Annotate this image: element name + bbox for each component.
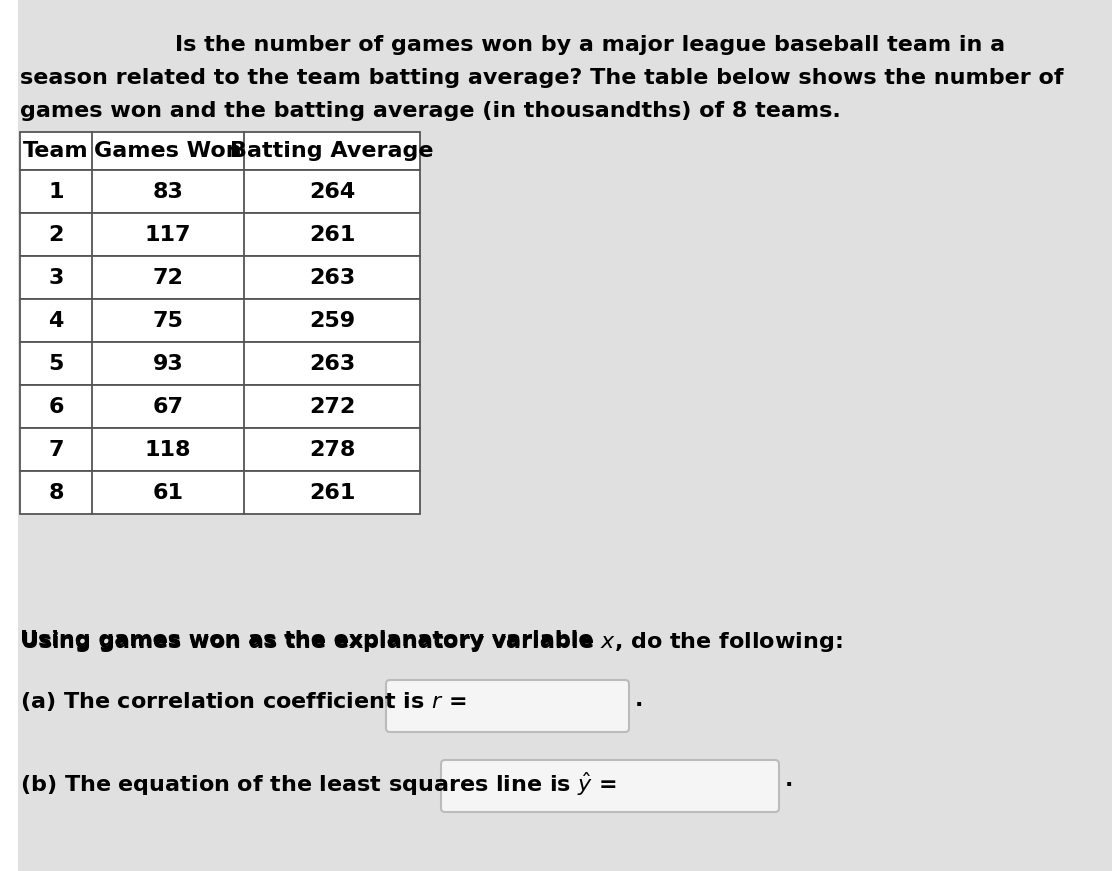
Text: 75: 75 bbox=[152, 310, 183, 330]
Text: 3: 3 bbox=[48, 267, 63, 287]
Text: 261: 261 bbox=[309, 483, 355, 503]
Text: games won and the batting average (in thousandths) of 8 teams.: games won and the batting average (in th… bbox=[20, 101, 841, 121]
Bar bbox=[20, 132, 420, 170]
Text: 272: 272 bbox=[309, 396, 355, 416]
Bar bbox=[20, 256, 420, 299]
Text: .: . bbox=[635, 690, 644, 710]
Text: Is the number of games won by a major league baseball team in a: Is the number of games won by a major le… bbox=[175, 35, 1005, 55]
Text: Games Won: Games Won bbox=[95, 141, 241, 161]
Text: 278: 278 bbox=[309, 440, 355, 460]
Text: 6: 6 bbox=[48, 396, 63, 416]
Bar bbox=[20, 385, 420, 428]
FancyBboxPatch shape bbox=[441, 760, 780, 812]
Bar bbox=[20, 170, 420, 213]
Text: Batting Average: Batting Average bbox=[230, 141, 434, 161]
FancyBboxPatch shape bbox=[386, 680, 629, 732]
Text: 72: 72 bbox=[152, 267, 183, 287]
Text: season related to the team batting average? The table below shows the number of: season related to the team batting avera… bbox=[20, 68, 1063, 88]
Text: 264: 264 bbox=[309, 181, 355, 201]
Text: (b) The equation of the least squares line is $\hat{y}$ =: (b) The equation of the least squares li… bbox=[20, 770, 617, 798]
Text: 7: 7 bbox=[48, 440, 63, 460]
Text: 5: 5 bbox=[48, 354, 63, 374]
Bar bbox=[20, 471, 420, 514]
Text: (a) The correlation coefficient is $r$ =: (a) The correlation coefficient is $r$ = bbox=[20, 690, 467, 713]
Text: 263: 263 bbox=[309, 267, 355, 287]
Bar bbox=[20, 428, 420, 471]
Text: 1: 1 bbox=[48, 181, 63, 201]
Text: 61: 61 bbox=[152, 483, 183, 503]
Text: Using games won as the explanatory variable: Using games won as the explanatory varia… bbox=[20, 630, 602, 650]
Bar bbox=[20, 342, 420, 385]
Text: 118: 118 bbox=[145, 440, 191, 460]
Text: 93: 93 bbox=[152, 354, 183, 374]
Text: 8: 8 bbox=[48, 483, 63, 503]
Text: .: . bbox=[785, 770, 793, 790]
Text: 4: 4 bbox=[48, 310, 63, 330]
Bar bbox=[0, 0, 18, 871]
Text: 2: 2 bbox=[48, 225, 63, 245]
Text: Using games won as the explanatory variable $x$, do the following:: Using games won as the explanatory varia… bbox=[20, 630, 843, 654]
Bar bbox=[20, 299, 420, 342]
Text: 259: 259 bbox=[309, 310, 355, 330]
Text: 83: 83 bbox=[152, 181, 183, 201]
Text: 117: 117 bbox=[145, 225, 191, 245]
Text: 263: 263 bbox=[309, 354, 355, 374]
Bar bbox=[20, 213, 420, 256]
Text: 261: 261 bbox=[309, 225, 355, 245]
Text: Team: Team bbox=[23, 141, 89, 161]
Text: 67: 67 bbox=[152, 396, 183, 416]
